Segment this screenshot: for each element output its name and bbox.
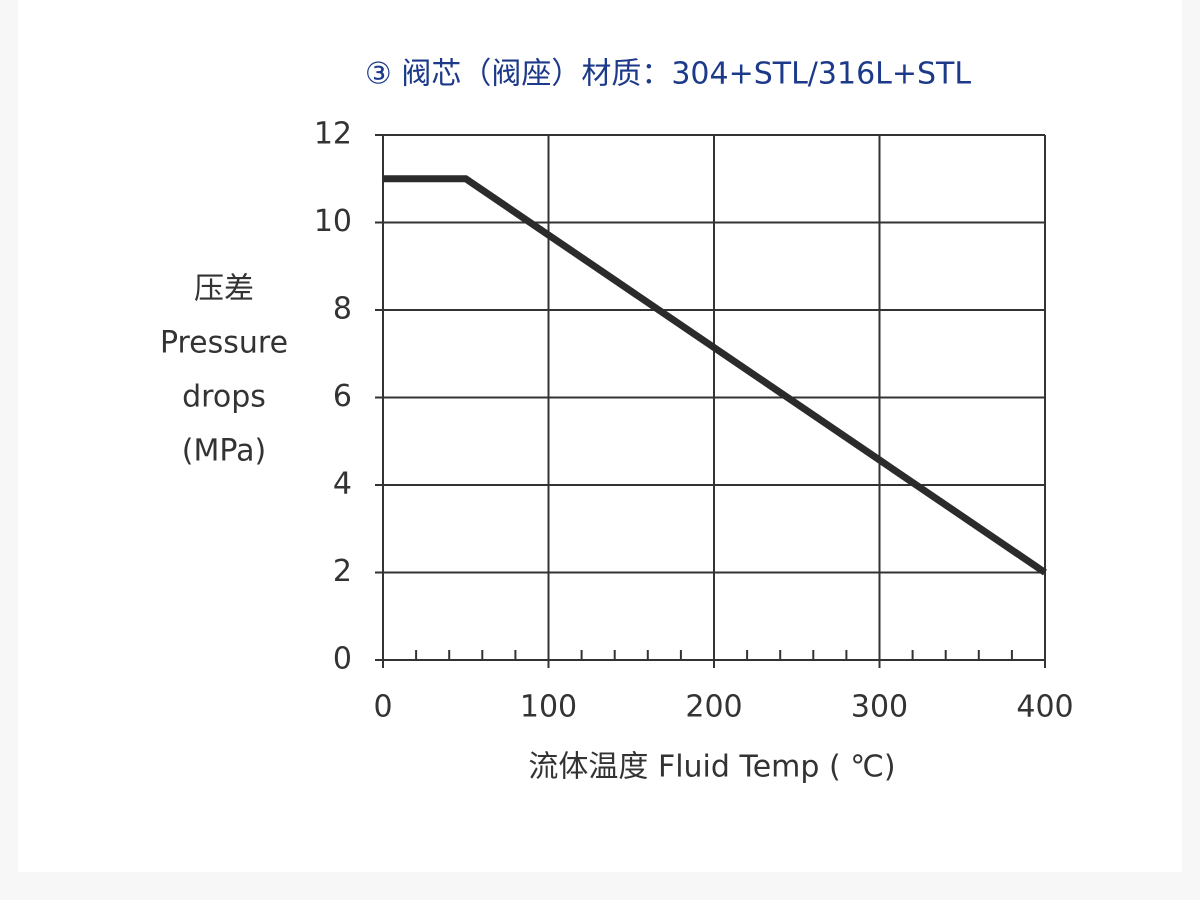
data-line	[383, 175, 1047, 576]
y-tick-label: 4	[333, 467, 352, 502]
y-tick-label: 2	[333, 554, 352, 589]
y-axis-label: Pressure	[160, 326, 288, 361]
y-tick-label: 10	[314, 204, 352, 239]
panel	[18, 0, 1182, 872]
x-tick-label: 400	[1016, 690, 1073, 725]
chart-title: ③ 阀芯（阀座）材质：304+STL/316L+STL	[365, 57, 971, 92]
y-axis-label: 压差	[194, 272, 254, 307]
x-tick-label: 0	[373, 690, 392, 725]
y-tick-label: 0	[333, 642, 352, 677]
y-tick-label: 8	[333, 292, 352, 327]
x-tick-label: 300	[851, 690, 908, 725]
y-tick-label: 12	[314, 117, 352, 152]
x-tick-label: 100	[520, 690, 577, 725]
x-axis-label: 流体温度 Fluid Temp ( ℃)	[528, 750, 895, 785]
x-tick-label: 200	[685, 690, 742, 725]
y-tick-label: 6	[333, 379, 352, 414]
y-axis-label: (MPa)	[182, 434, 266, 469]
y-axis-label: drops	[182, 380, 266, 415]
